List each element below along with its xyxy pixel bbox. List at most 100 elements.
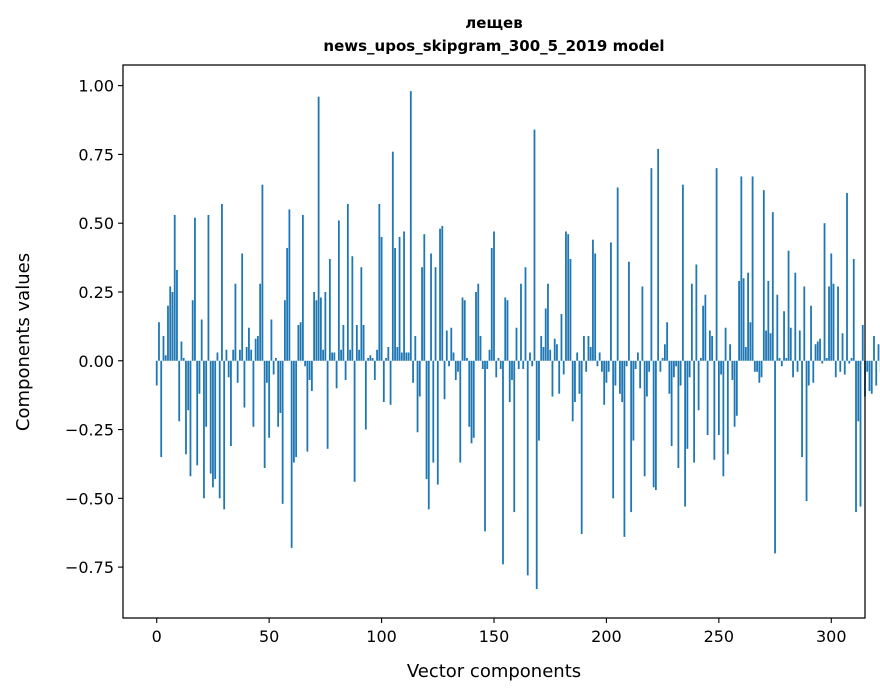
- bar-9: [176, 269, 178, 361]
- bar-194: [592, 239, 594, 361]
- bar-190: [583, 336, 585, 361]
- bar-135: [459, 360, 462, 463]
- bar-38: [241, 253, 244, 361]
- bar-156: [506, 300, 509, 361]
- bar-131: [450, 327, 453, 361]
- bar-234: [681, 184, 684, 361]
- bar-241: [697, 360, 700, 411]
- bar-151: [495, 360, 498, 378]
- bar-117: [418, 360, 421, 397]
- bar-141: [472, 360, 475, 438]
- bar-113: [409, 91, 412, 361]
- bar-304: [839, 360, 842, 372]
- bar-25: [212, 360, 214, 488]
- bar-198: [601, 360, 603, 372]
- bar-68: [308, 360, 311, 381]
- bar-48: [263, 360, 266, 469]
- bar-188: [578, 360, 581, 394]
- bar-99: [378, 203, 381, 361]
- bar-267: [756, 360, 758, 372]
- bar-164: [524, 267, 527, 361]
- bar-232: [677, 360, 680, 469]
- bar-152: [497, 358, 500, 361]
- bar-109: [400, 352, 403, 361]
- bar-71: [315, 300, 318, 361]
- bar-295: [819, 338, 821, 361]
- bar-67: [306, 360, 309, 452]
- bar-274: [771, 212, 774, 361]
- bar-255: [729, 344, 731, 361]
- bar-22: [205, 360, 208, 427]
- bar-138: [466, 358, 468, 361]
- bar-20: [200, 319, 203, 361]
- bar-200: [605, 360, 608, 383]
- bar-130: [448, 360, 450, 367]
- bar-312: [857, 360, 860, 422]
- bar-183: [567, 234, 570, 361]
- bar-16: [191, 300, 194, 361]
- bar-184: [569, 258, 572, 361]
- bar-124: [434, 267, 437, 361]
- bar-230: [672, 360, 675, 378]
- bar-181: [562, 360, 565, 375]
- bar-12: [182, 358, 185, 361]
- bar-273: [769, 333, 772, 361]
- bar-107: [396, 347, 399, 361]
- bar-29: [221, 203, 223, 361]
- bar-266: [753, 360, 756, 372]
- bar-86: [349, 349, 351, 361]
- bar-235: [684, 360, 687, 507]
- bar-105: [391, 151, 394, 361]
- bar-170: [538, 360, 540, 441]
- bar-44: [254, 338, 257, 361]
- bar-51: [270, 319, 273, 361]
- bar-286: [798, 330, 801, 361]
- bar-161: [517, 360, 520, 370]
- bar-291: [810, 305, 812, 361]
- y-tick-label: −0.75: [65, 558, 114, 577]
- bar-208: [623, 360, 626, 537]
- bar-89: [355, 324, 358, 361]
- bar-282: [789, 327, 792, 361]
- bar-58: [286, 247, 289, 361]
- bar-132: [452, 352, 455, 361]
- bar-207: [621, 360, 624, 403]
- bar-82: [340, 349, 342, 361]
- bar-268: [758, 360, 761, 383]
- bar-280: [785, 358, 788, 361]
- bar-53: [275, 358, 277, 361]
- bar-83: [342, 324, 345, 361]
- bar-144: [479, 336, 482, 361]
- bar-294: [816, 341, 819, 361]
- bar-192: [587, 336, 590, 361]
- bar-298: [825, 358, 828, 361]
- bar-90: [358, 349, 360, 361]
- bar-252: [722, 360, 725, 477]
- x-tick-label: 100: [366, 627, 397, 646]
- bar-101: [382, 360, 385, 403]
- bar-308: [848, 360, 851, 364]
- bar-193: [589, 347, 592, 361]
- bar-62: [295, 360, 298, 458]
- bar-226: [663, 344, 666, 361]
- bar-262: [744, 347, 747, 361]
- bar-69: [310, 360, 313, 392]
- bar-3: [162, 336, 165, 361]
- bar-173: [544, 308, 547, 361]
- bar-258: [735, 360, 738, 416]
- bar-269: [760, 360, 763, 378]
- y-tick-label: −0.25: [65, 421, 114, 440]
- bar-114: [412, 360, 414, 383]
- y-tick-label: 0.75: [78, 145, 114, 164]
- bar-80: [335, 360, 338, 389]
- bar-178: [556, 344, 558, 361]
- bar-211: [630, 360, 633, 513]
- bar-60: [290, 360, 293, 548]
- bar-204: [614, 360, 617, 386]
- bar-206: [619, 360, 621, 394]
- bar-72: [317, 96, 320, 361]
- bar-143: [477, 283, 480, 361]
- bar-287: [801, 360, 803, 458]
- bar-17: [194, 217, 196, 361]
- bar-110: [403, 231, 405, 361]
